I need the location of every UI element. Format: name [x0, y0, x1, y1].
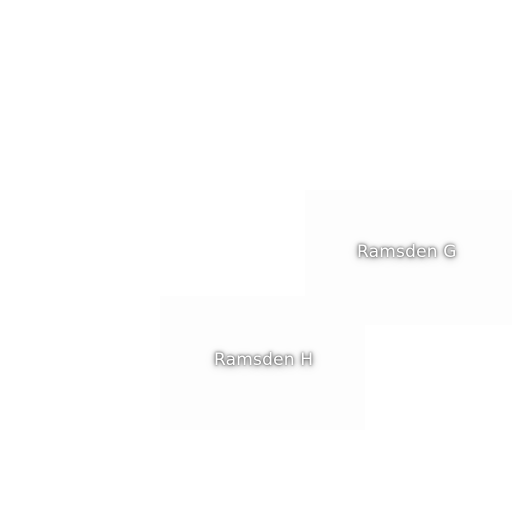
map-tile	[160, 296, 365, 430]
map-label-ramsden-g[interactable]: Ramsden G	[357, 242, 457, 262]
map-label-ramsden-h[interactable]: Ramsden H	[214, 350, 314, 370]
